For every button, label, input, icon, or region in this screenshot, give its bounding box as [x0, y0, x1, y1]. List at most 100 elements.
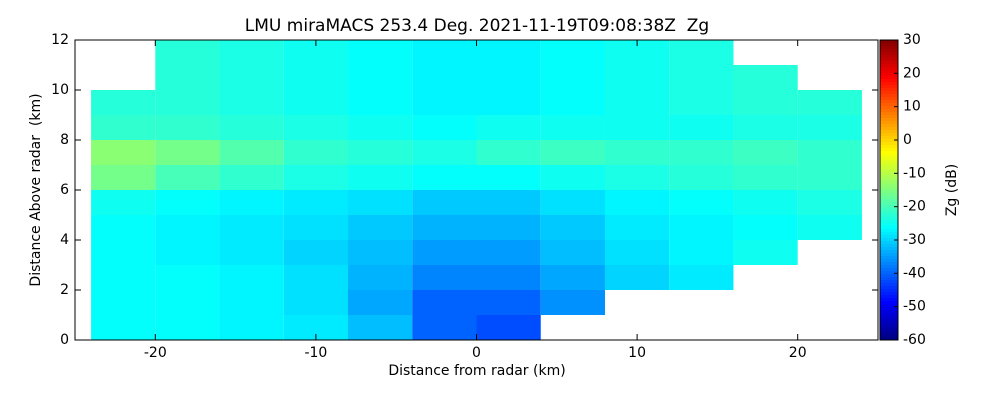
cell [476, 65, 541, 90]
colorbar-step [880, 301, 898, 305]
cell [412, 315, 477, 340]
cell [283, 215, 349, 240]
colorbar-step [880, 172, 898, 176]
cell [733, 240, 798, 265]
colorbar-tick-label: -30 [903, 232, 926, 248]
colorbar-step [880, 43, 898, 47]
cell [669, 90, 734, 115]
cell [91, 115, 156, 140]
colorbar-step [880, 118, 898, 122]
cell [604, 265, 670, 290]
colorbar-step [880, 73, 898, 77]
colorbar-step [880, 109, 898, 113]
x-tick-label: 10 [628, 345, 646, 361]
colorbar-step [880, 322, 898, 326]
colorbar-step [880, 241, 898, 245]
colorbar-step [880, 82, 898, 86]
cell [540, 215, 605, 240]
colorbar-step [880, 313, 898, 317]
colorbar-step [880, 76, 898, 80]
cell [797, 115, 862, 140]
cell [219, 215, 284, 240]
cell [91, 240, 156, 265]
colorbar-step [880, 67, 898, 71]
colorbar-step [880, 205, 898, 209]
colorbar-step [880, 277, 898, 281]
x-tick-label: 20 [789, 345, 807, 361]
cell [669, 65, 734, 90]
colorbar-step [880, 325, 898, 329]
colorbar-label: Zg (dB) [944, 164, 960, 216]
colorbar-step [880, 334, 898, 338]
colorbar-tick-label: -50 [903, 299, 926, 315]
colorbar-step [880, 88, 898, 92]
cell [348, 315, 413, 340]
colorbar-step [880, 193, 898, 197]
cell [669, 240, 734, 265]
colorbar-step [880, 169, 898, 173]
colorbar-step [880, 298, 898, 302]
colorbar-step [880, 130, 898, 134]
colorbar-step [880, 316, 898, 320]
cell [155, 115, 220, 140]
cell [797, 90, 862, 115]
cell [669, 265, 734, 290]
colorbar-tick-label: 0 [903, 132, 912, 148]
cell [540, 290, 605, 315]
colorbar-frame [879, 39, 899, 341]
colorbar-step [880, 232, 898, 236]
colorbar-step [880, 307, 898, 311]
colorbar-step [880, 85, 898, 89]
colorbar-step [880, 256, 898, 260]
colorbar-step [880, 220, 898, 224]
cell [733, 65, 798, 90]
cell [219, 165, 284, 190]
cell [91, 140, 156, 165]
cell [155, 90, 220, 115]
colorbar-step [880, 127, 898, 131]
colorbar-tick-label: -20 [903, 199, 926, 215]
cell [412, 240, 477, 265]
colorbar-step [880, 310, 898, 314]
cell [91, 265, 156, 290]
colorbar-step [880, 226, 898, 230]
cell [91, 215, 156, 240]
colorbar-step [880, 274, 898, 278]
cell [604, 90, 670, 115]
cell [540, 140, 605, 165]
cell [540, 90, 605, 115]
cell [283, 65, 349, 90]
x-axis-label: Distance from radar (km) [388, 363, 565, 379]
cell [604, 140, 670, 165]
cell [155, 165, 220, 190]
cell [348, 40, 413, 65]
cell [155, 215, 220, 240]
cell [219, 65, 284, 90]
colorbar-step [880, 139, 898, 143]
colorbar-step [880, 196, 898, 200]
y-tick-label: 6 [60, 182, 69, 198]
colorbar-step [880, 55, 898, 59]
cell [91, 190, 156, 215]
cell [540, 165, 605, 190]
cell [733, 140, 798, 165]
cell [540, 115, 605, 140]
colorbar-step [880, 289, 898, 293]
cell [476, 190, 541, 215]
colorbar-step [880, 157, 898, 161]
y-tick-label: 0 [60, 332, 69, 348]
colorbar-step [880, 175, 898, 179]
cell [348, 65, 413, 90]
colorbar-step [880, 184, 898, 188]
colorbar-step [880, 247, 898, 251]
colorbar-step [880, 106, 898, 110]
colorbar-step [880, 166, 898, 170]
cell [733, 115, 798, 140]
x-tick-label: -20 [144, 345, 167, 361]
cell [219, 190, 284, 215]
cell [733, 215, 798, 240]
cell [604, 215, 670, 240]
colorbar-step [880, 331, 898, 335]
cell [412, 140, 477, 165]
cell [540, 40, 605, 65]
